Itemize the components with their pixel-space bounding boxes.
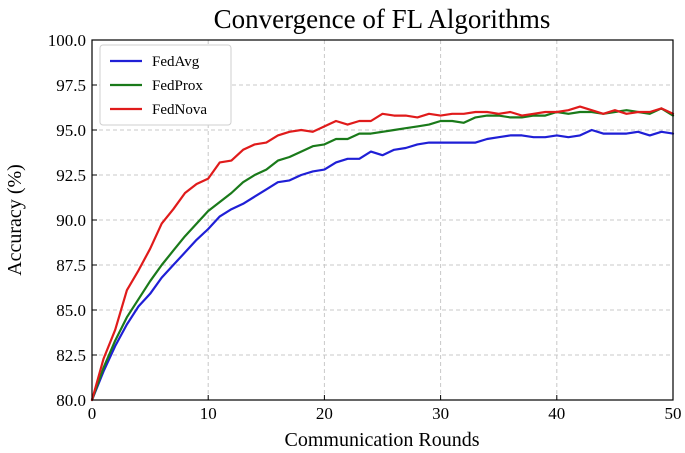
series-line-fedprox (90, 107, 675, 402)
x-tick-label: 50 (665, 404, 682, 423)
legend-label-fedavg: FedAvg (152, 54, 200, 70)
legend-box (99, 44, 232, 126)
chart-title: Convergence of FL Algorithms (214, 4, 551, 34)
y-tick-label: 97.5 (56, 76, 86, 95)
x-axis-label: Communication Rounds (285, 429, 480, 451)
y-tick-label: 90.0 (56, 211, 86, 230)
y-tick-label: 85.0 (56, 301, 86, 320)
legend-label-fednova: FedNova (152, 102, 207, 118)
y-tick-label: 100.0 (48, 31, 86, 50)
y-tick-label: 80.0 (56, 391, 86, 410)
x-tick-label: 40 (548, 404, 565, 423)
y-axis-label: Accuracy (%) (4, 164, 26, 276)
x-tick-label: 10 (200, 404, 217, 423)
legend: FedAvg FedProx FedNova (99, 44, 232, 126)
legend-label-fedprox: FedProx (152, 78, 203, 94)
y-tick-label: 95.0 (56, 121, 86, 140)
x-tick-label: 20 (316, 404, 333, 423)
grid-lines (92, 40, 673, 400)
y-tick-label: 82.5 (56, 346, 86, 365)
x-tick-label: 30 (432, 404, 449, 423)
y-tick-label: 87.5 (56, 256, 86, 275)
x-tick-label: 0 (88, 404, 97, 423)
y-tick-label: 92.5 (56, 166, 86, 185)
series-line-fedavg (90, 128, 675, 402)
series-lines (90, 105, 675, 402)
axis-ticks: 80.0 82.5 85.0 87.5 90.0 92.5 95.0 97.5 100.0 0 10… (48, 31, 682, 423)
series-line-fednova (90, 105, 675, 402)
